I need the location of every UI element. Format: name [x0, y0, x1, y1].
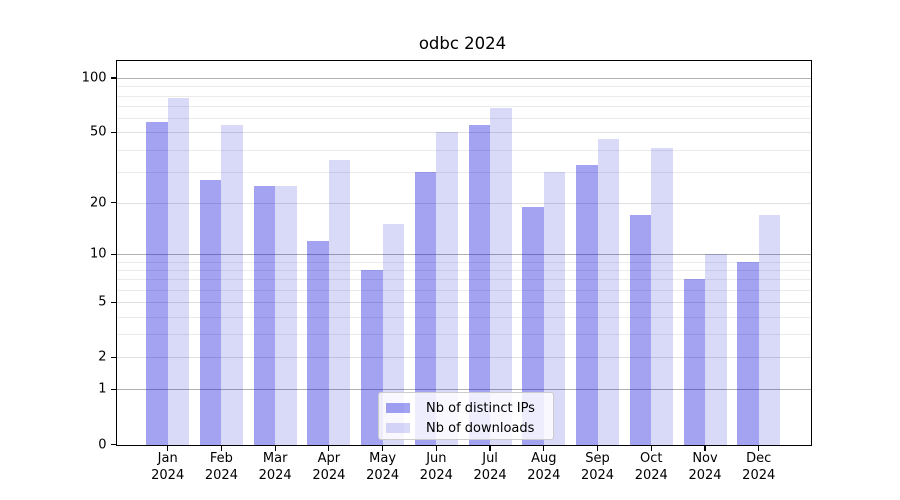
- x-tick-label-sep: Sep 2024: [580, 450, 615, 483]
- bar-distinct-ips-sep: [576, 164, 598, 445]
- gridline-minor-40: [116, 149, 811, 151]
- legend-label-downloads: Nb of downloads: [426, 420, 535, 436]
- bar-distinct-ips-jul: [468, 124, 491, 445]
- bar-downloads-jul: [490, 108, 512, 445]
- x-tick-jul: [489, 445, 491, 451]
- x-tick-label-nov: Nov 2024: [688, 450, 722, 483]
- legend-label-distinct-ips: Nb of distinct IPs: [426, 400, 535, 416]
- gridline-major-20: [116, 202, 811, 204]
- bar-downloads-jan: [167, 97, 190, 445]
- y-tick-1: [110, 388, 116, 391]
- y-tick-label-0: 0: [98, 437, 107, 452]
- y-tick-label-20: 20: [89, 195, 107, 211]
- bar-distinct-ips-apr: [307, 240, 329, 445]
- bar-distinct-ips-may: [361, 270, 383, 445]
- gridline-major-100: [116, 78, 811, 80]
- bar-distinct-ips-nov: [683, 279, 705, 445]
- bar-distinct-ips-oct: [629, 215, 652, 445]
- x-tick-label-feb: Feb 2024: [204, 450, 238, 483]
- gridline-major-2: [116, 357, 811, 359]
- gridline-minor-3: [116, 334, 811, 336]
- x-tick-label-oct: Oct 2024: [634, 450, 668, 483]
- bar-downloads-oct: [651, 147, 673, 445]
- bar-downloads-sep: [597, 138, 620, 445]
- y-tick-label-10: 10: [89, 246, 107, 262]
- gridline-minor-4: [116, 316, 811, 318]
- gridline-minor-30: [116, 171, 811, 173]
- bar-distinct-ips-jan: [146, 122, 168, 445]
- gridline-minor-6: [116, 289, 811, 291]
- plot-area: Jan 2024 Feb 2024 Mar 2024 Apr 2024 May 2024…: [82, 59, 812, 483]
- legend-item-downloads: Nb of downloads: [386, 419, 545, 437]
- x-tick-mar: [274, 445, 276, 451]
- x-tick-feb: [220, 445, 223, 451]
- x-tick-sep: [596, 445, 599, 451]
- bar-downloads-nov: [705, 254, 727, 445]
- y-tick-label-2: 2: [98, 349, 107, 365]
- gridline-major-10: [116, 254, 811, 256]
- y-tick-10: [110, 253, 116, 255]
- bar-distinct-ips-jun: [414, 171, 437, 445]
- gridline-major-50: [116, 132, 811, 134]
- x-tick-label-may: May 2024: [366, 450, 400, 483]
- bar-downloads-jun: [436, 132, 458, 445]
- bar-downloads-apr: [328, 159, 351, 445]
- x-tick-apr: [328, 445, 330, 451]
- bar-distinct-ips-feb: [199, 179, 222, 445]
- gridline-minor-90: [116, 86, 811, 88]
- y-tick-label-5: 5: [98, 294, 107, 310]
- x-tick-label-mar: Mar 2024: [258, 450, 292, 483]
- x-tick-may: [382, 445, 384, 451]
- y-tick-2: [110, 356, 116, 358]
- bar-downloads-mar: [275, 185, 297, 445]
- x-tick-jun: [435, 445, 437, 451]
- y-tick-5: [110, 301, 116, 303]
- x-tick-label-jan: Jan 2024: [151, 450, 185, 483]
- gridline-major-1: [116, 389, 811, 391]
- y-tick-50: [110, 131, 116, 133]
- y-tick-label-1: 1: [98, 381, 107, 397]
- bar-downloads-dec: [758, 215, 781, 445]
- legend-item-distinct-ips: Nb of distinct IPs: [386, 399, 545, 417]
- gridline-minor-7: [116, 279, 811, 281]
- bar-distinct-ips-aug: [522, 206, 544, 445]
- bar-distinct-ips-dec: [737, 261, 759, 445]
- gridline-minor-60: [116, 118, 811, 120]
- x-tick-label-aug: Aug 2024: [527, 450, 561, 483]
- y-tick-20: [110, 202, 116, 204]
- y-tick-label-100: 100: [81, 70, 107, 86]
- bar-distinct-ips-mar: [253, 185, 276, 445]
- bar-downloads-aug: [543, 171, 566, 445]
- gridline-minor-9: [116, 261, 811, 263]
- bar-downloads-may: [382, 224, 405, 445]
- x-tick-aug: [543, 445, 545, 451]
- x-tick-label-jul: Jul 2024: [473, 450, 507, 483]
- x-tick-dec: [758, 445, 760, 451]
- y-tick-label-50: 50: [89, 124, 107, 140]
- chart-title: odbc 2024: [418, 34, 507, 53]
- y-tick-0: [110, 443, 116, 446]
- gridline-major-5: [116, 302, 811, 304]
- legend-swatch-downloads: [386, 423, 410, 433]
- legend: Nb of distinct IPs Nb of downloads: [378, 392, 554, 440]
- x-tick-oct: [650, 445, 652, 451]
- gridline-minor-8: [116, 270, 811, 272]
- bar-downloads-feb: [221, 124, 243, 445]
- x-tick-label-jun: Jun 2024: [419, 450, 453, 483]
- x-tick-nov: [704, 445, 706, 451]
- x-tick-jan: [167, 445, 169, 451]
- x-tick-label-dec: Dec 2024: [742, 450, 776, 483]
- x-tick-label-apr: Apr 2024: [312, 450, 346, 483]
- gridline-minor-70: [116, 106, 811, 108]
- gridline-minor-80: [116, 95, 811, 97]
- legend-swatch-distinct-ips: [386, 403, 410, 413]
- y-tick-100: [110, 77, 116, 79]
